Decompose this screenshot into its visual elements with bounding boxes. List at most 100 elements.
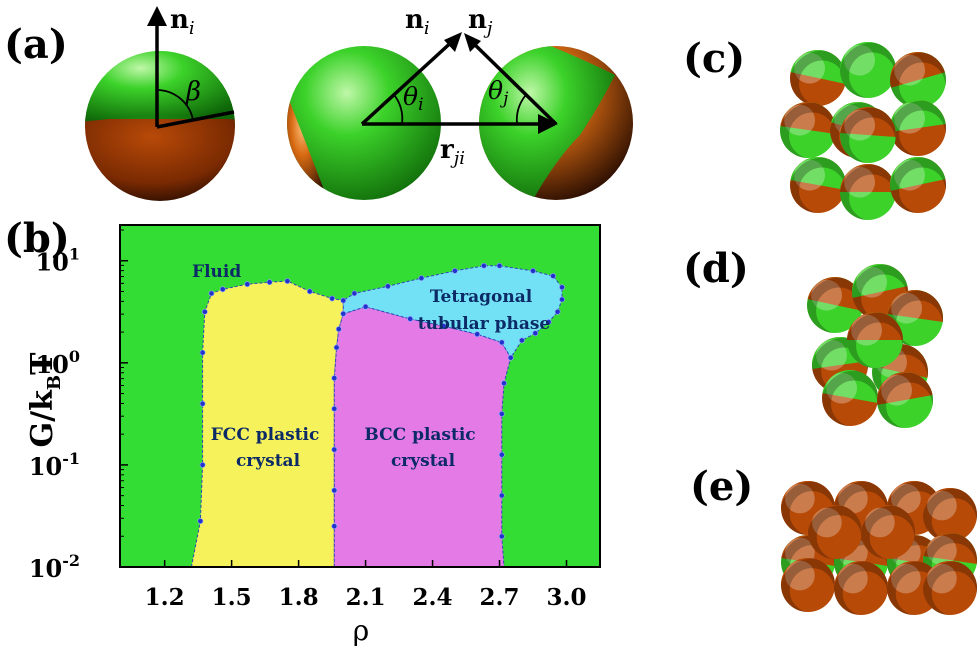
particle-sphere	[790, 50, 846, 106]
panel-label-c: (c)	[683, 35, 745, 82]
boundary-point	[331, 405, 338, 412]
boundary-point	[498, 451, 505, 458]
phase-label-bcc: BCC plastic crystal	[364, 425, 481, 471]
boundary-point	[331, 375, 338, 381]
particle-sphere	[847, 312, 903, 368]
boundary-point	[530, 267, 536, 274]
particle-sphere	[780, 102, 836, 158]
boundary-point	[474, 331, 481, 338]
theta-j-label: θj	[488, 76, 509, 109]
boundary-point	[244, 281, 251, 288]
x-tick-label: 3.0	[547, 584, 587, 611]
axis-ticks: 1.2 1.5 1.8 2.1 2.4 2.7 3.0 10-2 10-1 100 101	[29, 229, 587, 611]
plot-frame	[119, 224, 601, 568]
particle-sphere	[840, 42, 896, 98]
x-tick-label: 2.4	[413, 584, 453, 611]
x-tick-label: 1.5	[212, 584, 252, 611]
boundary-point	[498, 492, 505, 499]
boundary-point	[266, 279, 273, 286]
particle-sphere	[840, 164, 896, 220]
r-ji-label: rji	[440, 135, 465, 169]
boundary-point	[418, 275, 425, 281]
particle-sphere	[923, 561, 977, 615]
boundary-point	[284, 278, 291, 284]
panel-label-a: (a)	[4, 21, 68, 68]
fcc-cluster-render	[780, 42, 946, 220]
boundary-point	[498, 533, 505, 540]
y-tick-label: 10-1	[29, 449, 80, 481]
particle-sphere	[781, 558, 835, 612]
panel-a: (a) β ni	[4, 5, 633, 201]
boundary-point	[554, 308, 561, 315]
boundary-point	[331, 523, 338, 530]
boundary-point	[335, 326, 342, 332]
boundary-point	[559, 296, 565, 303]
vector-n-i-single	[147, 6, 167, 127]
boundary-point	[333, 344, 340, 351]
particle-sphere	[822, 370, 878, 426]
particle-sphere	[890, 157, 946, 213]
boundary-point	[550, 273, 556, 279]
phase-label-tetragonal: Tetragonal tubular phase	[418, 287, 551, 334]
particle-sphere	[790, 157, 846, 213]
boundary-points	[197, 262, 565, 540]
x-tick-label: 1.2	[145, 584, 185, 611]
panel-b: (b) 1.2 1.5 1.8 2.1 2.4 2.7 3.010-210-1100101 …	[4, 215, 601, 647]
pair-vector-triangle	[360, 32, 558, 134]
y-axis-label: G/kBT	[25, 352, 65, 448]
beta-label: β	[185, 77, 201, 107]
x-tick-label: 2.7	[480, 584, 520, 611]
panel-c: (c)	[683, 35, 946, 220]
phase-region-1	[190, 280, 344, 567]
boundary-point	[498, 339, 505, 346]
theta-i-label: θi	[403, 82, 424, 115]
boundary-point	[559, 284, 565, 291]
phase-regions	[190, 265, 563, 567]
boundary-point	[407, 315, 414, 322]
boundary-point	[480, 262, 487, 269]
phase-label-fluid: Fluid	[192, 262, 241, 282]
n-i-single-label: ni	[170, 5, 195, 39]
panel-label-d: (d)	[683, 245, 749, 292]
patch-direction-line	[156, 110, 235, 129]
boundary-point	[440, 323, 447, 329]
n-i-pair-label: ni	[405, 5, 430, 39]
particle-sphere	[781, 481, 835, 535]
bcc-cluster-render	[807, 264, 943, 428]
y-tick-label: 10-2	[29, 551, 80, 583]
x-tick-label: 2.1	[346, 584, 386, 611]
panel-label-b: (b)	[4, 215, 70, 262]
boundary-point	[501, 380, 507, 387]
boundary-point	[306, 288, 313, 295]
boundary-point	[451, 267, 458, 274]
y-tick-label: 100	[35, 347, 80, 379]
boundary-point	[384, 283, 391, 290]
boundary-point	[351, 290, 358, 297]
boundary-point	[507, 354, 514, 361]
panel-d: (d)	[683, 245, 943, 428]
particle-sphere	[834, 561, 888, 615]
boundary-point	[331, 487, 338, 494]
boundary-point	[545, 319, 552, 325]
particle-sphere	[861, 505, 915, 559]
tetragonal-cluster-render	[781, 481, 977, 615]
particle-sphere	[808, 505, 862, 559]
panel-label-e: (e)	[690, 463, 753, 510]
boundary-point	[201, 308, 208, 315]
particle-sphere	[890, 100, 946, 156]
boundary-point	[498, 410, 505, 417]
particle-sphere	[890, 52, 946, 108]
boundary-point	[340, 297, 347, 304]
beta-arc	[156, 89, 194, 121]
boundary-point	[199, 349, 206, 356]
boundary-point	[199, 461, 206, 468]
boundary-point	[519, 337, 525, 344]
boundary-point	[199, 400, 206, 407]
x-tick-label: 1.8	[279, 584, 319, 611]
boundary-point	[532, 330, 539, 337]
particle-sphere	[852, 264, 908, 320]
boundary-point	[331, 446, 338, 453]
phase-label-fcc: FCC plastic crystal	[211, 425, 326, 471]
boundary-point	[496, 262, 503, 269]
